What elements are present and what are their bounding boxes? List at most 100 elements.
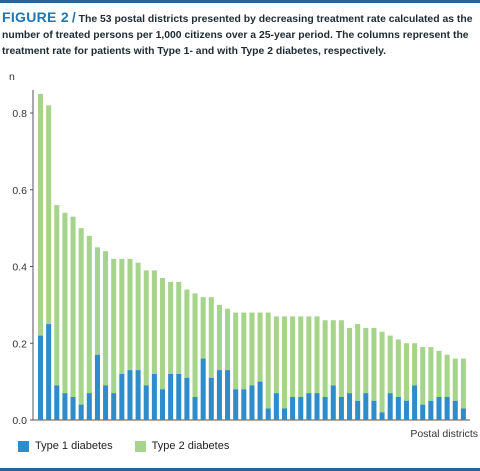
legend-swatch-type1 [18, 440, 29, 452]
bar-type1 [111, 393, 117, 420]
legend-label-type2: Type 2 diabetes [151, 440, 230, 452]
bar-type2 [387, 335, 393, 394]
bar-type2 [54, 205, 60, 386]
bar-type2 [62, 212, 68, 394]
bar-type1 [249, 385, 255, 420]
bar-type2 [395, 339, 401, 397]
bar-type2 [151, 270, 157, 374]
bar-type1 [159, 389, 166, 420]
bar-type1 [94, 354, 100, 420]
bar-type1 [290, 396, 296, 420]
bar-type2 [428, 347, 434, 401]
bar-type2 [322, 320, 328, 397]
bar-type2 [233, 312, 239, 390]
bar-type2 [70, 216, 76, 397]
figure-caption: FIGURE 2 / The 53 postal districts prese… [2, 9, 478, 60]
bar-type2 [184, 289, 190, 378]
bar-type1 [103, 385, 109, 420]
bar-type1 [363, 393, 369, 420]
bar-type1 [127, 370, 133, 420]
bar-type2 [176, 281, 182, 374]
bar-type2 [314, 316, 320, 394]
bar-type1 [70, 396, 76, 420]
bar-type1 [54, 385, 60, 420]
bar-type2 [290, 316, 296, 397]
y-tick-label: 0.4 [12, 262, 27, 274]
bar-type2 [225, 308, 231, 371]
bar-type2 [420, 347, 426, 405]
bar-type2 [159, 278, 166, 390]
legend-label-type1: Type 1 diabetes [35, 440, 113, 452]
bar-type2 [330, 320, 336, 386]
bar-type2 [460, 358, 466, 409]
bar-type1 [225, 370, 231, 420]
bar-type2 [265, 312, 271, 409]
bar-type1 [428, 400, 434, 420]
bar-type1 [200, 358, 206, 420]
bar-type1 [78, 404, 84, 420]
bar-type2 [143, 270, 149, 386]
bar-type1 [86, 393, 92, 420]
bar-type1 [273, 393, 279, 420]
bar-type1 [452, 400, 458, 420]
bar-type1 [420, 404, 426, 420]
y-tick-label: 0.2 [12, 338, 27, 350]
bar-type2 [412, 343, 418, 386]
figure-label: FIGURE 2 [2, 9, 69, 25]
y-tick-label: 0.0 [12, 415, 27, 427]
bar-type1 [119, 373, 125, 420]
bar-type2 [111, 258, 117, 394]
bar-type2 [371, 327, 377, 401]
bar-type2 [168, 281, 174, 374]
bar-type2 [127, 258, 133, 371]
bar-type1 [371, 400, 377, 420]
bar-type1 [338, 396, 344, 420]
bar-type2 [347, 327, 353, 394]
bar-type1 [460, 408, 466, 420]
bar-type1 [241, 389, 247, 420]
bar-type2 [379, 331, 385, 413]
bar-type1 [355, 400, 361, 420]
bar-type2 [452, 358, 458, 401]
bar-type1 [151, 373, 157, 420]
y-axis-label: n [9, 71, 15, 83]
bar-type1 [387, 393, 393, 420]
bar-type2 [78, 228, 84, 405]
bar-type2 [192, 293, 198, 397]
bar-type1 [379, 412, 385, 420]
bar-type1 [330, 385, 336, 420]
bar-type2 [363, 327, 369, 394]
bar-type1 [143, 385, 149, 420]
bar-type1 [436, 396, 442, 420]
bar-type2 [216, 304, 222, 371]
bar-type1 [281, 408, 288, 420]
bar-type2 [298, 316, 304, 397]
bar-type1 [306, 393, 312, 420]
bar-type1 [403, 400, 409, 420]
y-tick-label: 0.8 [12, 108, 27, 120]
bar-type1 [233, 389, 239, 420]
bar-type1 [168, 373, 174, 420]
bar-type1 [184, 377, 190, 420]
top-accent-bar [0, 0, 480, 3]
bar-type1 [176, 373, 182, 420]
bar-type2 [338, 320, 344, 397]
bar-type2 [403, 343, 409, 401]
legend-swatch-type2 [134, 440, 146, 452]
bar-type1 [46, 324, 52, 420]
bar-type1 [412, 385, 418, 420]
bar-type2 [273, 316, 279, 394]
bar-type2 [208, 297, 214, 378]
legend-item-type2: Type 2 diabetes [134, 440, 230, 452]
bar-type2 [46, 105, 52, 325]
x-axis-label: Postal districts [410, 428, 478, 440]
bar-type1 [444, 396, 450, 420]
bar-type1 [314, 393, 320, 420]
figure-separator: / [71, 9, 76, 25]
bar-type2 [355, 324, 361, 401]
bottom-accent-bar [0, 468, 480, 471]
bar-type1 [257, 381, 263, 420]
bar-type2 [257, 312, 263, 382]
bar-type2 [38, 93, 44, 336]
